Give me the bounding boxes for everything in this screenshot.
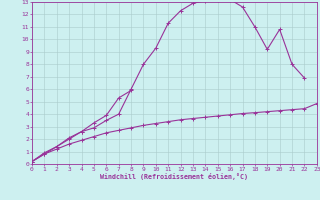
X-axis label: Windchill (Refroidissement éolien,°C): Windchill (Refroidissement éolien,°C) bbox=[100, 173, 248, 180]
